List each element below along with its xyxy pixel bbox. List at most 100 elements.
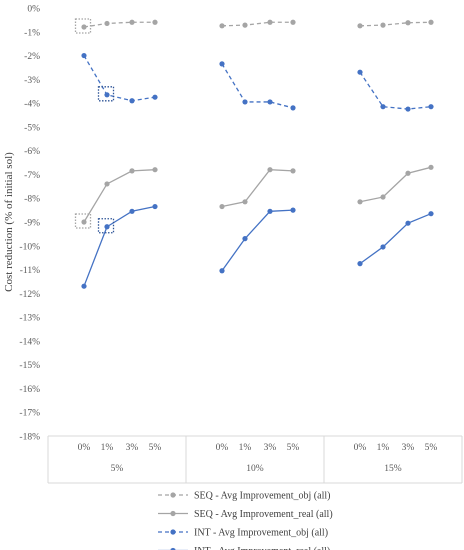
series-line xyxy=(221,63,294,109)
legend-label: INT - Avg Improvement_obj (all) xyxy=(194,528,328,539)
y-tick-label: -16% xyxy=(19,385,40,395)
data-point xyxy=(380,22,386,28)
y-tick-label: -8% xyxy=(24,195,40,205)
legend-item: SEQ - Avg Improvement_obj (all) xyxy=(158,491,330,502)
data-point xyxy=(104,181,110,187)
series-line xyxy=(83,55,156,102)
highlight-box xyxy=(74,18,92,34)
y-tick-label: -14% xyxy=(19,337,40,347)
series-4 xyxy=(81,203,434,289)
y-axis-label: Cost reduction (% of initial sol) xyxy=(3,152,15,292)
x-tick-label: 1% xyxy=(377,443,390,453)
legend-marker xyxy=(170,510,176,517)
series-line xyxy=(83,205,156,287)
series-line xyxy=(221,21,293,27)
data-point xyxy=(290,105,296,111)
data-point xyxy=(81,52,87,59)
data-point xyxy=(219,203,225,210)
y-tick-label: -7% xyxy=(24,171,40,181)
highlight-box xyxy=(97,218,115,234)
data-point xyxy=(357,23,363,29)
data-point xyxy=(104,224,110,230)
data-point xyxy=(357,199,363,205)
data-point xyxy=(152,94,158,100)
x-tick-label: 5% xyxy=(425,443,438,453)
x-tick-label: 1% xyxy=(101,443,114,453)
data-point xyxy=(129,19,135,25)
plot-frame xyxy=(47,435,463,484)
data-point xyxy=(290,168,296,174)
y-tick-label: -17% xyxy=(19,409,40,419)
series-line xyxy=(359,71,432,110)
data-point xyxy=(129,208,135,214)
data-point xyxy=(290,19,296,25)
x-group-label: 10% xyxy=(246,464,264,474)
y-tick-label: -12% xyxy=(19,290,40,300)
y-tick-label: -5% xyxy=(24,123,40,133)
data-point xyxy=(152,167,158,173)
legend: SEQ - Avg Improvement_obj (all) SEQ - Avg… xyxy=(158,491,333,550)
legend-item: INT - Avg Improvement_real (all) xyxy=(158,546,330,550)
legend-label: INT - Avg Improvement_real (all) xyxy=(194,546,330,550)
legend-item: INT - Avg Improvement_obj (all) xyxy=(158,528,328,539)
annotations-layer xyxy=(74,18,115,234)
legend-label: SEQ - Avg Improvement_real (all) xyxy=(194,509,333,520)
legend-marker xyxy=(170,547,176,550)
x-group-label: 5% xyxy=(111,464,124,474)
series-line xyxy=(359,21,432,27)
data-point xyxy=(242,22,248,28)
y-tick-label: -2% xyxy=(24,52,40,62)
data-point xyxy=(405,20,411,26)
y-tick-label: -10% xyxy=(19,242,40,252)
data-point xyxy=(242,236,248,242)
y-tick-label: 0% xyxy=(27,5,40,15)
data-point xyxy=(219,23,225,29)
data-point xyxy=(104,92,110,98)
data-point xyxy=(405,106,411,112)
data-point xyxy=(428,19,434,25)
data-point xyxy=(267,208,273,214)
legend-label: SEQ - Avg Improvement_obj (all) xyxy=(194,491,330,502)
x-tick-label: 0% xyxy=(354,443,367,453)
y-tick-label: -15% xyxy=(19,361,40,371)
series-line xyxy=(83,169,156,223)
data-point xyxy=(152,19,158,25)
x-tick-label: 0% xyxy=(78,443,91,453)
y-tick-label: -6% xyxy=(24,147,40,157)
series-line xyxy=(359,166,432,203)
data-point xyxy=(267,167,273,173)
data-point xyxy=(104,20,110,27)
data-point xyxy=(380,194,386,200)
data-point xyxy=(129,98,135,104)
y-tick-label: -11% xyxy=(20,266,40,276)
y-axis-ticks: 0% -1% -2% -3% -4% -5% -6% -7% -8% -9% -10% -11% -12… xyxy=(19,5,40,443)
data-point xyxy=(219,61,225,67)
data-point xyxy=(290,207,296,213)
data-point xyxy=(219,268,225,274)
data-point xyxy=(428,104,434,110)
x-tick-label: 0% xyxy=(216,443,229,453)
series-line xyxy=(221,209,294,272)
series-line xyxy=(359,213,432,265)
data-point xyxy=(267,99,273,105)
legend-marker xyxy=(170,529,176,535)
data-point xyxy=(428,164,434,170)
x-tick-label: 3% xyxy=(126,443,139,453)
x-group-label: 15% xyxy=(384,464,402,474)
series-layer xyxy=(81,19,434,289)
y-tick-label: -4% xyxy=(24,100,40,110)
series-1 xyxy=(81,19,434,30)
series-2 xyxy=(81,164,434,225)
data-point xyxy=(267,19,273,25)
x-tick-label: 3% xyxy=(264,443,277,453)
data-point xyxy=(81,219,87,225)
data-point xyxy=(242,99,248,105)
data-point xyxy=(428,211,434,217)
data-point xyxy=(81,24,87,30)
x-tick-label: 1% xyxy=(239,443,252,453)
y-tick-label: -1% xyxy=(24,28,40,38)
series-3 xyxy=(81,52,434,112)
data-point xyxy=(357,69,363,75)
x-axis-categories: 0% 1% 3% 5% 5% 0% 1% 3% 5% 10% 0% 1% 3% 5% 15% xyxy=(78,443,438,474)
